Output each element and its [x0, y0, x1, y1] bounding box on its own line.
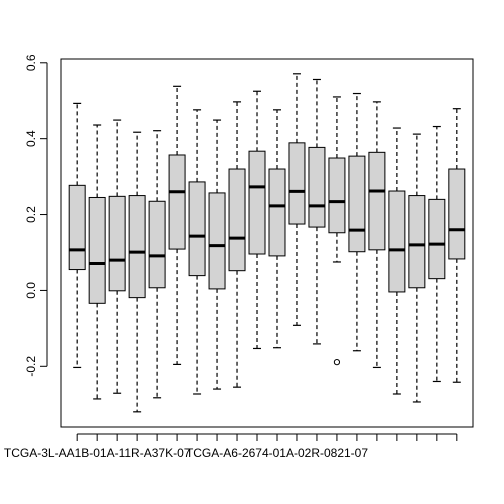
- iqr-box: [108, 195, 126, 292]
- iqr-box: [368, 151, 386, 251]
- box-13: [308, 78, 326, 345]
- box-18: [408, 133, 426, 403]
- box-10: [248, 90, 266, 350]
- iqr-box: [88, 196, 106, 304]
- iqr-box: [68, 184, 86, 271]
- iqr-box: [448, 168, 466, 260]
- y-tick-label: 0.4: [24, 130, 38, 147]
- iqr-box: [188, 181, 206, 277]
- box-7: [188, 109, 206, 395]
- box-14: [328, 96, 346, 366]
- iqr-box: [148, 200, 166, 289]
- x-tick-label: TCGA-3L-AA1B-01A-11R-A37K-07: [4, 446, 191, 460]
- iqr-box: [208, 192, 226, 290]
- iqr-box: [408, 195, 426, 289]
- iqr-box: [388, 190, 406, 293]
- y-tick-label: 0.2: [24, 206, 38, 223]
- box-2: [88, 124, 106, 400]
- outlier-point: [333, 359, 341, 366]
- box-1: [68, 102, 86, 369]
- box-11: [268, 109, 286, 349]
- box-6: [168, 85, 186, 366]
- x-tick-label: TCGA-A6-2674-01A-02R-0821-07: [186, 446, 368, 460]
- y-tick-label: 0.0: [24, 282, 38, 299]
- iqr-box: [268, 168, 286, 257]
- box-20: [448, 108, 466, 383]
- box-9: [228, 101, 246, 388]
- box-19: [428, 125, 446, 383]
- iqr-box: [308, 146, 326, 228]
- box-8: [208, 119, 226, 390]
- box-17: [388, 127, 406, 395]
- boxes-layer: [68, 73, 466, 413]
- x-axis: TCGA-3L-AA1B-01A-11R-A37K-07TCGA-A6-2674…: [4, 433, 458, 460]
- iqr-box: [428, 198, 446, 280]
- iqr-box: [288, 142, 306, 225]
- iqr-box: [228, 168, 246, 272]
- box-3: [108, 119, 126, 394]
- iqr-box: [248, 150, 266, 255]
- y-axis: -0.2 0.0 0.2 0.4 0.6: [24, 54, 48, 377]
- box-5: [148, 130, 166, 399]
- iqr-box: [128, 195, 146, 299]
- iqr-box: [328, 157, 346, 234]
- iqr-box: [348, 155, 366, 253]
- y-tick-label: -0.2: [24, 356, 38, 377]
- box-15: [348, 92, 366, 352]
- plot-frame: [60, 58, 474, 428]
- box-12: [288, 73, 306, 326]
- box-4: [128, 131, 146, 413]
- iqr-box: [168, 154, 186, 250]
- box-16: [368, 101, 386, 369]
- y-tick-label: 0.6: [24, 54, 38, 71]
